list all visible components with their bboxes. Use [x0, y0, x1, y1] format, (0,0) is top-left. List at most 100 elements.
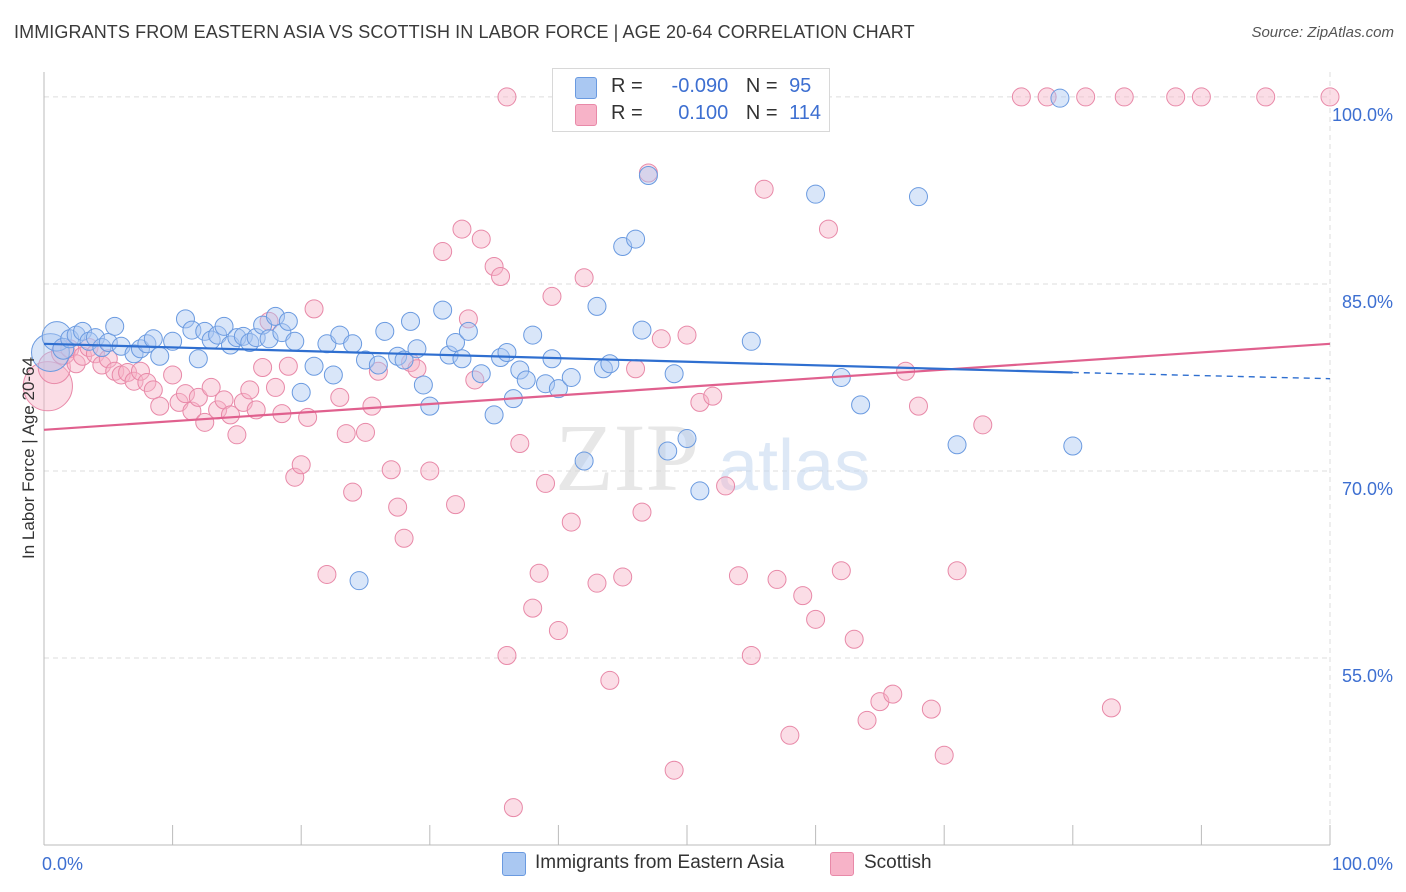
- eastern-asia-trend-extension: [1072, 371, 1331, 380]
- scottish-point: [452, 219, 472, 239]
- scottish-point: [536, 473, 556, 493]
- eastern-asia-point: [356, 350, 375, 370]
- eastern-asia-point: [150, 346, 170, 366]
- scottish-point: [587, 573, 607, 593]
- scottish-point: [278, 356, 298, 376]
- eastern-asia-point: [561, 367, 581, 387]
- eastern-asia-point: [349, 571, 369, 591]
- eastern-asia-point: [413, 375, 433, 395]
- bottom-legend-swatch-pink: [830, 852, 854, 876]
- scottish-point: [741, 645, 761, 665]
- chart-title: IMMIGRANTS FROM EASTERN ASIA VS SCOTTISH…: [14, 22, 915, 42]
- correlation-legend: R = -0.090 N = 95 R = 0.100 N = 114: [552, 68, 830, 132]
- tick-labels: 55.0% 70.0% 85.0% 100.0% 0.0% 100.0% In Labor …: [19, 105, 1393, 874]
- scottish-point: [883, 684, 903, 704]
- scottish-point: [754, 179, 774, 199]
- eastern-asia-point: [510, 360, 530, 380]
- scottish-point: [343, 482, 363, 502]
- scottish-point: [542, 286, 562, 306]
- scottish-point: [188, 387, 208, 407]
- scottish-point: [253, 357, 273, 377]
- legend-n-value: 95: [789, 75, 812, 97]
- eastern-asia-point: [626, 229, 646, 249]
- eastern-asia-point: [278, 311, 298, 331]
- scottish-point: [503, 798, 523, 818]
- scottish-point: [806, 609, 826, 629]
- y-tick-label: 55.0%: [1342, 666, 1393, 686]
- trend-lines: [43, 342, 1331, 431]
- scottish-point: [66, 354, 86, 374]
- x-tick-label: 0.0%: [42, 854, 83, 874]
- scottish-point: [491, 266, 511, 286]
- eastern-asia-point: [98, 333, 118, 353]
- eastern-asia-point: [458, 321, 478, 341]
- eastern-asia-trend-line: [43, 342, 1073, 374]
- bottom-legend-swatch-blue: [502, 852, 526, 876]
- eastern-asia-point: [124, 344, 144, 364]
- eastern-asia-point: [600, 354, 620, 374]
- scottish-point: [433, 242, 453, 262]
- eastern-asia-point: [446, 333, 466, 353]
- scottish-point: [523, 598, 543, 618]
- eastern-asia-point: [536, 374, 556, 394]
- scottish-point: [1101, 698, 1121, 718]
- scottish-point: [137, 372, 157, 392]
- bottom-legend-label: Immigrants from Eastern Asia: [535, 852, 785, 873]
- scottish-point: [1191, 87, 1211, 107]
- y-tick-label: 70.0%: [1342, 479, 1393, 499]
- scottish-point: [632, 502, 652, 522]
- eastern-asia-point: [632, 320, 652, 340]
- eastern-asia-point: [471, 364, 491, 384]
- scottish-point: [484, 256, 504, 276]
- scottish-point: [1011, 87, 1031, 107]
- scottish-point: [330, 387, 350, 407]
- scottish-point: [728, 566, 748, 586]
- legend-n-label: N =: [745, 102, 778, 124]
- eastern-asia-point: [908, 187, 928, 207]
- eastern-asia-point: [343, 334, 363, 354]
- scottish-trend-line: [43, 342, 1331, 431]
- watermark-zip: ZIP: [555, 404, 699, 511]
- eastern-asia-point: [265, 306, 285, 326]
- scottish-point: [227, 425, 247, 445]
- scottish-point: [1076, 87, 1096, 107]
- eastern-asia-point: [394, 350, 414, 370]
- scottish-point: [818, 219, 838, 239]
- y-tick-label: 85.0%: [1342, 292, 1393, 312]
- scottish-point: [613, 567, 633, 587]
- scottish-point: [130, 361, 150, 381]
- scottish-point: [574, 268, 594, 288]
- scottish-point: [291, 455, 311, 475]
- eastern-asia-point: [240, 333, 260, 353]
- eastern-asia-point: [304, 356, 324, 376]
- y-tick-label: 100.0%: [1332, 105, 1393, 125]
- eastern-asia-point: [323, 365, 343, 385]
- bottom-legend-label: Scottish: [864, 852, 932, 873]
- eastern-asia-point: [1063, 436, 1083, 456]
- scottish-point: [1256, 87, 1276, 107]
- scottish-point: [1320, 87, 1340, 107]
- scottish-point: [703, 386, 723, 406]
- scottish-point: [780, 725, 800, 745]
- scottish-point: [1114, 87, 1134, 107]
- scottish-point: [259, 311, 279, 331]
- scottish-point: [471, 229, 491, 249]
- scottish-point: [317, 564, 337, 584]
- scottish-point: [143, 380, 163, 400]
- eastern-asia-point: [484, 405, 504, 425]
- scottish-point: [908, 396, 928, 416]
- eastern-asia-point: [388, 346, 408, 366]
- scottish-point: [767, 569, 787, 589]
- scottish-point: [793, 586, 813, 606]
- scottish-point: [947, 561, 967, 581]
- scottish-point: [664, 760, 684, 780]
- scottish-point: [98, 349, 118, 369]
- eastern-asia-point: [227, 328, 247, 348]
- scottish-point: [240, 380, 260, 400]
- eastern-asia-point: [516, 370, 536, 390]
- scottish-point: [600, 670, 620, 690]
- scottish-point: [201, 377, 221, 397]
- eastern-asia-point: [523, 325, 543, 345]
- scottish-point: [285, 467, 305, 487]
- eastern-asia-point: [163, 331, 183, 351]
